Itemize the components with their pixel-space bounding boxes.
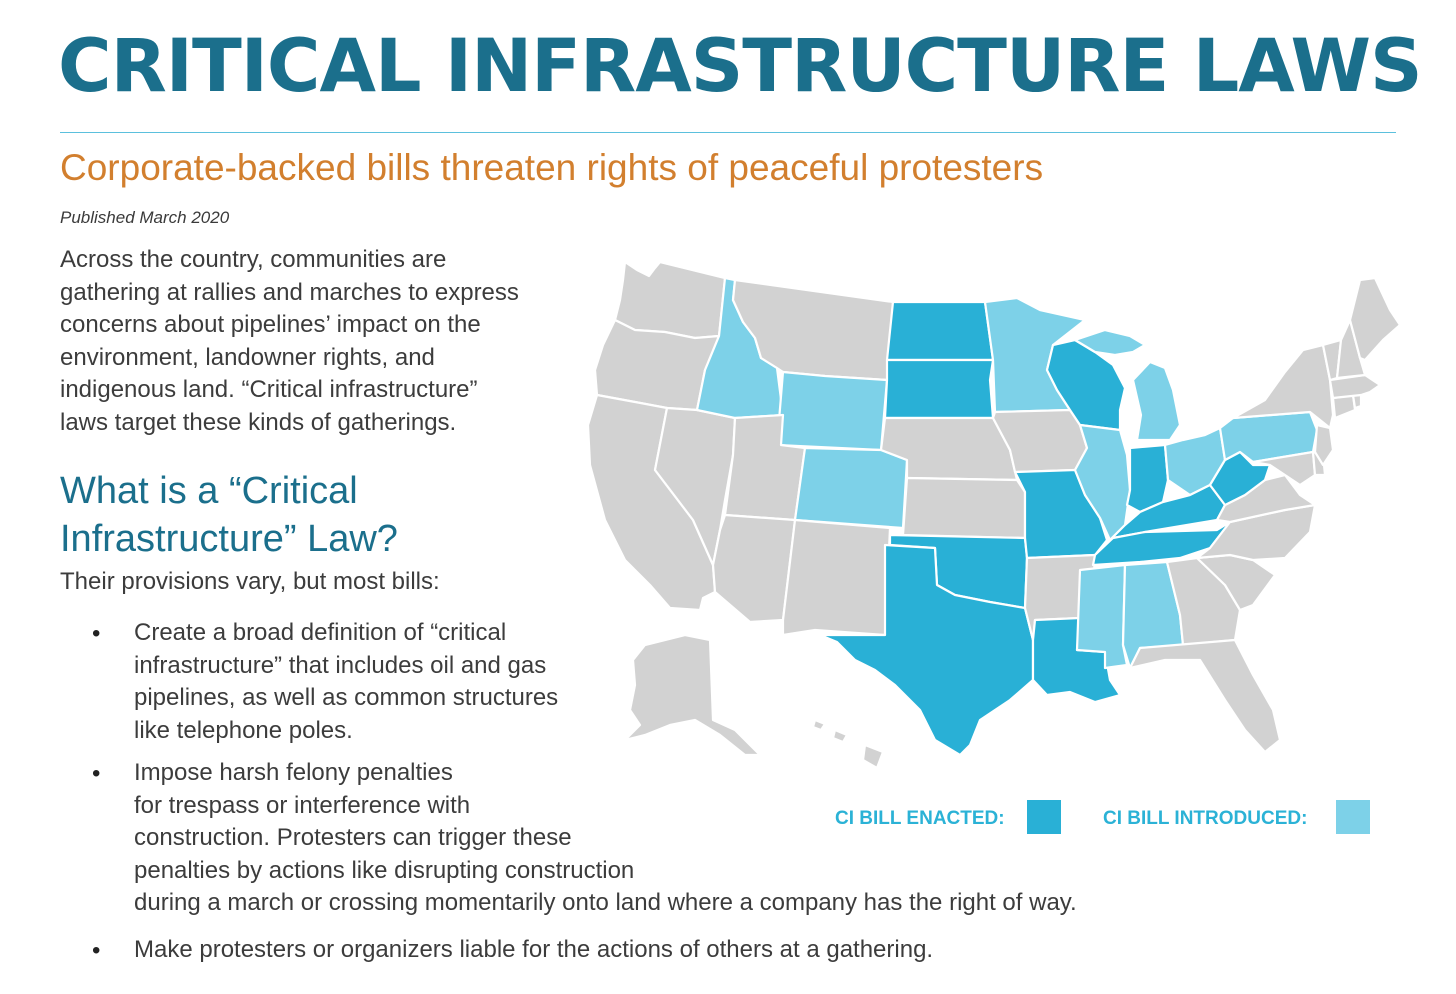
us-states-map [586,260,1402,770]
section-heading-line: What is a “Critical [60,470,358,512]
state-new-mexico [781,518,892,637]
state-arizona [711,513,797,624]
state-michigan [1131,360,1182,442]
bullet-dot: • [92,760,101,787]
publication-date: Published March 2020 [60,208,230,227]
section-heading: What is a “Critical Infrastructure” Law? [60,467,500,563]
state-wyoming [775,370,889,452]
state-michigan-upper [1073,328,1147,357]
intro-line: laws target these kinds of gatherings. [60,408,457,436]
state-alaska [623,633,762,757]
state-hawaii [811,718,885,770]
provisions-lead: Their provisions vary, but most bills: [60,568,440,595]
bullet-line: Impose harsh felony penalties [134,759,453,786]
intro-line: Across the country, communities are [60,246,447,273]
bullet-line: for trespass or interference with [134,791,471,819]
intro-line: gathering at rallies and marches to expr… [60,278,519,306]
intro-line: indigenous land. “Critical infrastructur… [60,376,478,403]
bullet-item: Impose harsh felony penalties for trespa… [134,757,1077,920]
bullet-line: infrastructure” that includes oil and ga… [134,651,547,679]
state-colorado [793,446,909,530]
page-subtitle: Corporate-backed bills threaten rights o… [60,147,1044,188]
state-maine [1348,276,1402,362]
bullet-line: Make protesters or organizers liable for… [134,936,934,963]
state-louisiana [1031,616,1122,704]
state-kansas [901,476,1027,540]
state-florida [1128,638,1282,754]
bullet-dot: • [92,937,101,964]
intro-line: environment, landowner rights, and [60,343,435,371]
state-north-dakota [885,300,995,362]
legend-introduced-swatch [1336,800,1370,834]
state-new-hampshire [1335,318,1367,380]
state-south-dakota [883,358,995,420]
section-heading-line: Infrastructure” Law? [60,518,398,560]
intro-paragraph: Across the country, communities are gath… [60,244,580,439]
bullet-line: like telephone poles. [134,716,353,744]
bullet-item: Make protesters or organizers liable for… [134,934,933,967]
state-washington [613,260,727,340]
bullet-line: during a march or crossing momentarily o… [134,889,1077,916]
page-title: CRITICAL INFRASTRUCTURE LAWS [58,24,1423,109]
legend-introduced-label: CI BILL INTRODUCED: [1103,808,1308,829]
bullet-line: Create a broad definition of “critical [134,619,507,646]
state-rhode-island [1351,393,1363,410]
state-texas [818,543,1035,757]
legend-enacted-label: CI BILL ENACTED: [835,808,1005,829]
bullet-line: construction. Protesters can trigger the… [134,824,572,851]
title-divider [60,132,1396,133]
legend-enacted-swatch [1027,800,1061,834]
bullet-line: penalties by actions like disrupting con… [134,856,635,884]
bullet-dot: • [92,620,101,647]
intro-line: concerns about pipelines’ impact on the [60,311,481,338]
bullet-line: pipelines, as well as common structures [134,684,559,711]
bullet-item: Create a broad definition of “critical i… [134,617,558,747]
